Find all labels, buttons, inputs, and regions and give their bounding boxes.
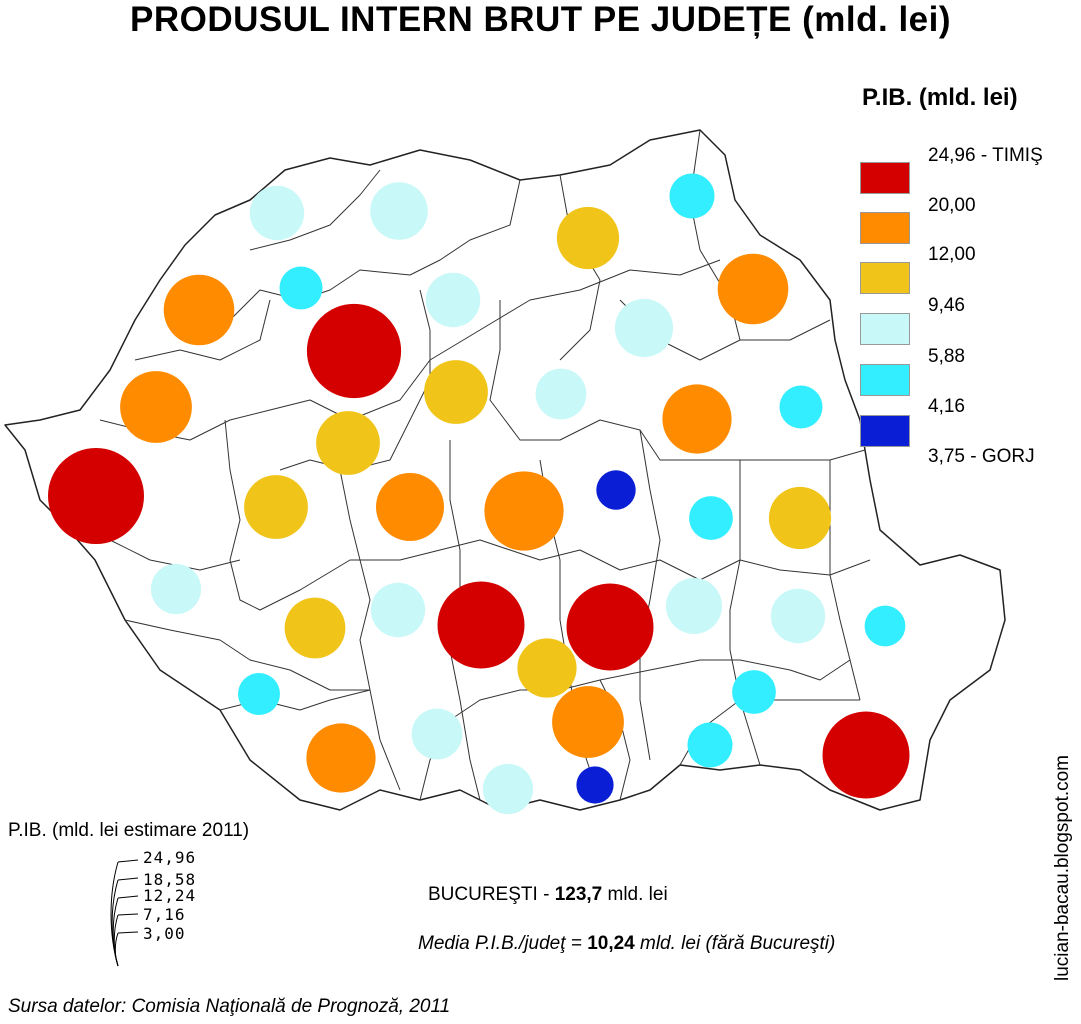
size-arc-5 xyxy=(114,932,119,967)
legend-label-5: 5,88 xyxy=(928,346,965,367)
county-symbol xyxy=(244,475,308,539)
county-symbol xyxy=(425,272,481,328)
legend-label-4: 9,46 xyxy=(928,295,965,316)
county-symbol xyxy=(552,686,624,758)
bucuresti-value: 123,7 xyxy=(554,884,603,905)
size-legend-value-5: 3,00 xyxy=(143,924,186,943)
county-symbol xyxy=(48,448,144,544)
county-symbol xyxy=(306,723,376,793)
county-symbol xyxy=(669,173,715,219)
legend-label-3: 12,00 xyxy=(928,244,976,265)
county-symbol xyxy=(163,274,235,346)
country-outline xyxy=(4,129,1006,811)
county-symbol xyxy=(770,588,826,644)
legend-title: P.IB. (mld. lei) xyxy=(862,84,1018,111)
county-symbol xyxy=(411,708,463,760)
county-symbol xyxy=(614,298,674,358)
county-symbol xyxy=(437,581,525,669)
legend-swatch-2 xyxy=(860,212,910,244)
county-symbol xyxy=(376,473,444,541)
legend-label-6: 4,16 xyxy=(928,396,965,417)
county-symbol xyxy=(238,673,280,715)
size-tick-3 xyxy=(117,895,139,899)
size-tick-2 xyxy=(117,877,139,881)
county-symbol xyxy=(662,384,732,454)
county-symbol xyxy=(484,471,564,551)
size-tick-5 xyxy=(117,931,139,934)
county-symbol xyxy=(822,711,910,799)
county-symbol xyxy=(370,582,426,638)
size-legend-value-1: 24,96 xyxy=(143,848,197,867)
legend-swatch-4 xyxy=(860,313,910,345)
legend-swatch-6 xyxy=(860,415,910,447)
county-symbol xyxy=(150,563,202,615)
county-symbol xyxy=(424,360,488,424)
legend-label-7: 3,75 - GORJ xyxy=(928,446,1035,467)
county-symbol xyxy=(689,496,733,540)
legend-label-1: 24,96 - TIMIŞ xyxy=(928,145,1043,166)
size-legend-arcs xyxy=(110,859,139,967)
media-value: 10,24 xyxy=(587,933,635,954)
county-symbol xyxy=(316,411,380,475)
bucuresti-note: BUCUREŞTI - 123,7 mld. lei xyxy=(428,884,668,905)
size-legend-value-2: 18,58 xyxy=(143,870,197,889)
county-symbol xyxy=(864,605,906,647)
county-symbol xyxy=(566,583,654,671)
source-note: Sursa datelor: Comisia Naţională de Prog… xyxy=(8,996,451,1017)
watermark: lucian-bacau.blogspot.com xyxy=(1052,755,1073,982)
size-legend-value-3: 12,24 xyxy=(143,886,197,905)
legend-label-2: 20,00 xyxy=(928,195,976,216)
legend-swatch-3 xyxy=(860,262,910,294)
county-symbol xyxy=(779,385,823,429)
county-symbol xyxy=(666,578,722,634)
legend-swatch-5 xyxy=(860,364,910,396)
county-symbol xyxy=(732,670,776,714)
county-symbol xyxy=(717,253,789,325)
county-symbol xyxy=(306,303,402,399)
county-symbol xyxy=(370,182,428,240)
county-symbol xyxy=(576,766,614,804)
map-title: PRODUSUL INTERN BRUT PE JUDEȚE (mld. lei… xyxy=(129,0,952,39)
county-symbol xyxy=(120,371,192,443)
county-symbol xyxy=(482,763,534,815)
county-symbol xyxy=(687,722,733,768)
size-legend-value-4: 7,16 xyxy=(143,905,186,924)
county-symbol xyxy=(284,597,346,659)
size-tick-4 xyxy=(117,913,139,916)
size-legend-title: P.IB. (mld. lei estimare 2011) xyxy=(8,820,250,841)
county-symbols xyxy=(48,173,910,815)
county-symbol xyxy=(556,206,620,270)
county-symbol xyxy=(279,266,323,310)
county-symbol xyxy=(535,368,587,420)
media-note: Media P.I.B./judeţ = 10,24 mld. lei (făr… xyxy=(418,933,836,954)
county-symbol xyxy=(249,185,305,241)
county-symbol xyxy=(768,486,832,550)
legend-swatch-1 xyxy=(860,162,910,194)
county-symbol xyxy=(517,638,577,698)
size-tick-1 xyxy=(117,859,139,863)
county-symbol xyxy=(596,470,636,510)
